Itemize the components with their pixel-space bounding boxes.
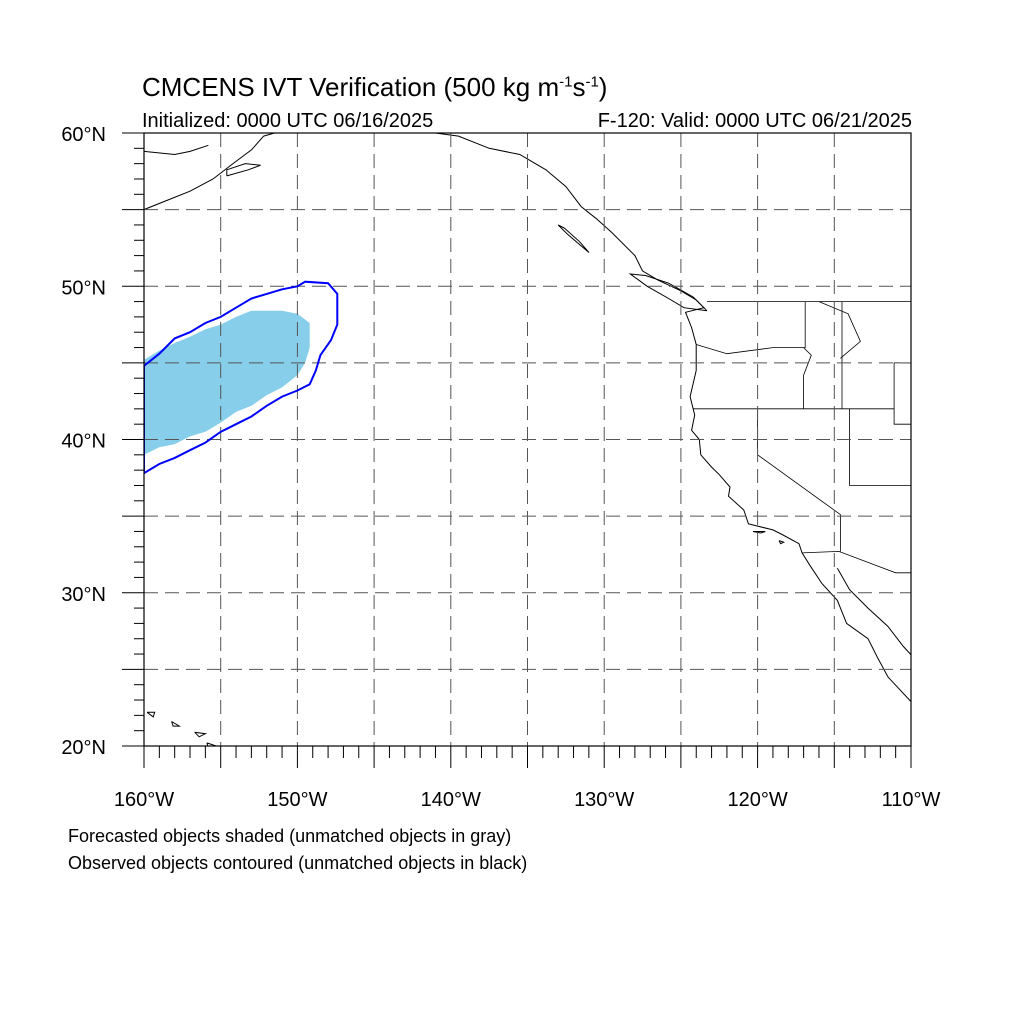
state-border [893,362,911,425]
coastline [752,531,766,534]
coastline [226,163,261,177]
coastline [628,273,708,312]
observed-object-contour [144,280,339,475]
coastline [435,133,911,702]
coastline [144,144,209,156]
initialized-label: Initialized: 0000 UTC 06/16/2025 [142,110,434,132]
map-title: CMCENS IVT Verification (500 kg m-1s-1) [142,72,608,102]
forecast-note: Forecasted objects shaded (unmatched obj… [68,826,512,846]
coastline [557,224,590,253]
lat-label: 50°N [61,277,106,299]
lat-label: 20°N [61,737,106,759]
lon-label: 150°W [267,789,327,811]
lon-label: 140°W [421,789,481,811]
coastline [836,567,911,656]
coastline [194,731,208,738]
coastline [778,540,786,545]
valid-time-label: F-120: Valid: 0000 UTC 06/21/2025 [597,110,912,132]
coastline [206,742,218,746]
coastline [146,711,156,718]
lon-label: 110°W [882,789,941,811]
state-border [818,301,861,359]
state-border [696,301,806,355]
lat-label: 30°N [61,584,106,606]
coastline [171,721,182,727]
state-border [757,408,841,552]
observed-note: Observed objects contoured (unmatched ob… [68,853,528,873]
coastline [144,133,275,211]
lon-label: 120°W [727,789,787,811]
lat-label: 60°N [61,124,106,146]
state-border [802,550,911,574]
lat-label: 40°N [61,431,106,453]
lon-label: 130°W [574,789,634,811]
lon-label: 160°W [114,789,174,811]
forecast-object [144,310,310,455]
state-border [849,408,911,486]
state-border [803,347,812,409]
